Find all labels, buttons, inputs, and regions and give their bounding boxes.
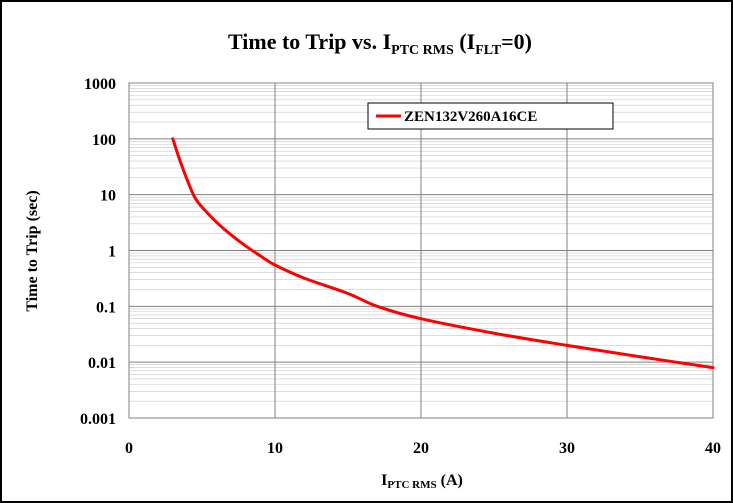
x-tick-label: 10 [267,440,283,457]
x-axis-label-main: I [381,472,387,489]
legend-label: ZEN132V260A16CE [404,109,537,125]
x-tick-label: 30 [559,440,575,457]
chart-title-paren-open: (I [454,29,475,54]
x-axis-label: IPTC RMS (A) [381,472,463,491]
x-axis-label-subscript: PTC RMS [387,479,436,491]
y-tick-label: 100 [92,132,116,149]
x-tick-label: 0 [125,440,133,457]
y-tick-label: 1000 [84,76,116,93]
x-tick-label: 20 [413,440,429,457]
y-tick-label: 0.01 [88,355,116,372]
chart-title-paren-close: =0) [501,29,532,54]
chart-title: Time to Trip vs. IPTC RMS (IFLT=0) [228,29,532,58]
grid [128,82,714,419]
x-axis-label-rest: (A) [437,472,463,489]
y-tick-label: 10 [100,188,116,205]
y-tick-label: 1 [108,244,116,261]
legend: ZEN132V260A16CE [367,102,614,130]
y-axis-label: Time to Trip (sec) [24,190,41,311]
chart-title-subscript: PTC RMS [391,43,454,58]
y-tick-label: 0.001 [80,411,116,428]
tick-labels: 0 10 20 30 40 0.001 0.01 0.1 1 10 100 1000 [80,76,721,457]
x-tick-label: 40 [705,440,721,457]
chart-title-main: Time to Trip vs. I [228,29,391,54]
chart-title-paren-subscript: FLT [475,43,502,58]
series-line [171,137,715,370]
y-tick-label: 0.1 [96,299,116,316]
plot-area [128,82,714,419]
series-layer [171,137,715,370]
legend-box [367,102,614,130]
